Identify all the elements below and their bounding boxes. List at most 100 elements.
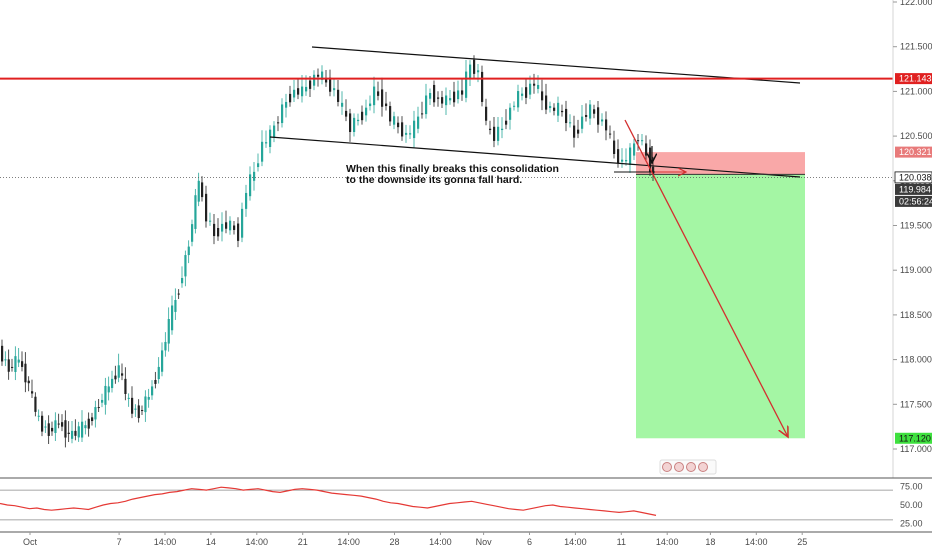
candle-body bbox=[373, 86, 376, 106]
candle-body bbox=[361, 111, 364, 121]
time-tick-label: 28 bbox=[389, 537, 399, 547]
time-axis[interactable]: Oct 7 14:00 14 14:00 21 14:00 28 14:00 Nov 6 14:00 1… bbox=[23, 532, 807, 547]
time-tick-label: 14:00 bbox=[564, 537, 587, 547]
candle-body bbox=[497, 126, 500, 141]
candle-body bbox=[461, 90, 464, 95]
candle-body bbox=[74, 430, 77, 436]
candle-body bbox=[629, 147, 632, 165]
candle-body bbox=[87, 418, 90, 429]
candle-body bbox=[187, 246, 190, 256]
channel-lower-line[interactable] bbox=[269, 136, 801, 178]
candle-body bbox=[541, 91, 544, 101]
time-tick-label: 14:00 bbox=[656, 537, 679, 547]
channel-upper-line[interactable] bbox=[311, 46, 801, 84]
candle-body bbox=[121, 373, 124, 376]
candle-body bbox=[81, 421, 84, 438]
candle-body bbox=[273, 125, 276, 138]
event-flag-icon[interactable] bbox=[674, 462, 684, 472]
projection-arrow[interactable] bbox=[624, 119, 788, 437]
candle-body bbox=[114, 375, 117, 380]
candle-body bbox=[71, 430, 74, 439]
candle-body bbox=[565, 108, 568, 124]
candle-body bbox=[147, 396, 150, 400]
candle-body bbox=[473, 59, 476, 74]
candle-body bbox=[393, 116, 396, 125]
countdown-label: 02:56:24 bbox=[899, 196, 932, 206]
candle-body bbox=[385, 103, 388, 107]
candle-body bbox=[329, 77, 332, 92]
resistance-price-tag: 121.143 bbox=[895, 73, 932, 85]
candle-body bbox=[437, 97, 440, 99]
candle-body bbox=[257, 163, 260, 168]
annotation-line-1: When this finally breaks this consolidat… bbox=[346, 163, 559, 175]
time-tick-label: 18 bbox=[705, 537, 715, 547]
candle-body bbox=[353, 117, 356, 132]
last-price-tag: 120.038 bbox=[894, 171, 932, 184]
candle-body bbox=[605, 119, 608, 131]
candle-body bbox=[301, 86, 304, 97]
candle-body bbox=[141, 410, 144, 412]
candle-body bbox=[449, 98, 452, 101]
candle-body bbox=[333, 88, 336, 91]
candle-body bbox=[37, 415, 40, 417]
candle-body bbox=[477, 70, 480, 73]
target-price-label: 117.120 bbox=[899, 433, 931, 443]
candle-body bbox=[84, 425, 87, 429]
candle-body bbox=[517, 91, 520, 108]
candle-body bbox=[171, 305, 174, 331]
candle-body bbox=[509, 107, 512, 120]
candle-body bbox=[485, 106, 488, 121]
price-tick-label: 118.000 bbox=[900, 355, 932, 365]
candle-body bbox=[91, 417, 94, 422]
candle-body bbox=[345, 110, 348, 117]
candle-body bbox=[157, 366, 160, 380]
candle-body bbox=[521, 93, 524, 96]
candle-body bbox=[161, 350, 164, 372]
event-flag-icon[interactable] bbox=[698, 462, 708, 472]
candle-body bbox=[47, 423, 50, 436]
candle-body bbox=[151, 386, 154, 396]
candle-body bbox=[14, 356, 17, 372]
price-tick-label: 119.000 bbox=[900, 265, 932, 275]
candle-body bbox=[111, 378, 114, 389]
candle-body bbox=[441, 97, 444, 104]
candle-body bbox=[469, 64, 472, 78]
candle-body bbox=[4, 359, 7, 361]
candle-body bbox=[213, 223, 216, 237]
resistance-price-label: 121.143 bbox=[899, 74, 932, 84]
event-icons[interactable] bbox=[659, 459, 717, 475]
candle-body bbox=[167, 319, 170, 344]
candle-body bbox=[177, 293, 180, 295]
candle-body bbox=[191, 224, 194, 242]
candle-body bbox=[221, 223, 224, 232]
candle-body bbox=[501, 128, 504, 131]
candle-body bbox=[289, 93, 292, 103]
candle-body bbox=[597, 107, 600, 125]
candle-body bbox=[184, 255, 187, 277]
candle-body bbox=[413, 120, 416, 139]
candle-body bbox=[293, 89, 296, 98]
time-tick-label: 14:00 bbox=[429, 537, 452, 547]
stop-price-label: 120.321 bbox=[899, 147, 932, 157]
candle-body bbox=[67, 432, 70, 434]
candle-body bbox=[1, 345, 4, 362]
candle-body bbox=[31, 391, 34, 394]
time-tick-label: 14:00 bbox=[337, 537, 360, 547]
candle-body bbox=[341, 102, 344, 107]
candle-body bbox=[261, 141, 264, 162]
event-flag-icon[interactable] bbox=[662, 462, 672, 472]
candle-body bbox=[174, 300, 177, 312]
candle-body bbox=[481, 71, 484, 102]
candle-body bbox=[529, 83, 532, 95]
candle-body bbox=[137, 405, 140, 419]
price-tick-label: 120.500 bbox=[900, 131, 932, 141]
rsi-line[interactable] bbox=[0, 486, 657, 516]
candle-body bbox=[233, 225, 236, 230]
candle-body bbox=[577, 129, 580, 134]
candle-body bbox=[101, 399, 104, 403]
event-flag-icon[interactable] bbox=[686, 462, 696, 472]
time-tick-label: 14:00 bbox=[745, 537, 768, 547]
candle-body bbox=[217, 228, 220, 237]
